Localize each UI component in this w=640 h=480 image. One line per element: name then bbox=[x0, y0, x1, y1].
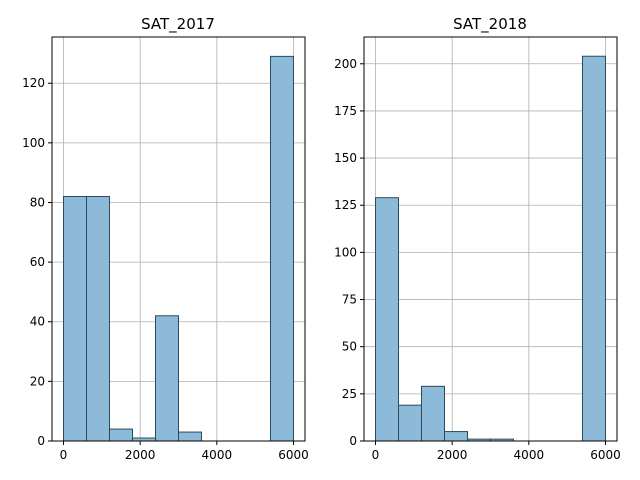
bar-bin-1 bbox=[398, 404, 422, 442]
bar-bin-9 bbox=[270, 55, 294, 442]
y-tick-label: 100 bbox=[334, 245, 357, 259]
y-tick-label: 40 bbox=[30, 315, 45, 329]
x-tick-label: 2000 bbox=[125, 448, 156, 462]
axes-frame bbox=[51, 36, 306, 442]
axes-frame bbox=[363, 36, 618, 442]
y-tick-label: 25 bbox=[342, 387, 357, 401]
y-tick-label: 20 bbox=[30, 374, 45, 388]
chart-title-sat-2017: SAT_2017 bbox=[141, 15, 215, 34]
bar-bin-2 bbox=[421, 385, 445, 442]
axis-ticks: 0 2000 4000 6000 0 25 50 75 100 125 150 175 200 bbox=[334, 57, 621, 462]
histogram-sat-2018: SAT_2018 0 2000 4000 6000 0 25 50 75 100 125 150 17… bbox=[334, 15, 621, 462]
chart-title-sat-2018: SAT_2018 bbox=[453, 15, 527, 34]
bar-bin-5 bbox=[178, 431, 202, 442]
y-tick-label: 175 bbox=[334, 104, 357, 118]
histogram-bars bbox=[375, 55, 606, 442]
x-tick-label: 6000 bbox=[278, 448, 309, 462]
y-tick-label: 0 bbox=[349, 434, 357, 448]
x-tick-label: 0 bbox=[60, 448, 68, 462]
y-tick-label: 80 bbox=[30, 195, 45, 209]
y-tick-label: 75 bbox=[342, 293, 357, 307]
grid-lines bbox=[364, 37, 617, 442]
x-tick-label: 4000 bbox=[202, 448, 233, 462]
y-tick-label: 60 bbox=[30, 255, 45, 269]
y-tick-label: 0 bbox=[37, 434, 45, 448]
histogram-sat-2017: SAT_2017 0 2000 4000 6000 0 20 40 60 80 100 120 bbox=[22, 15, 309, 462]
y-tick-label: 125 bbox=[334, 198, 357, 212]
y-tick-label: 150 bbox=[334, 151, 357, 165]
bar-bin-1 bbox=[86, 196, 110, 442]
x-tick-label: 2000 bbox=[437, 448, 468, 462]
y-tick-label: 120 bbox=[22, 76, 45, 90]
y-tick-label: 200 bbox=[334, 57, 357, 71]
bar-bin-2 bbox=[109, 428, 133, 442]
bar-bin-9 bbox=[582, 55, 606, 442]
bar-bin-3 bbox=[444, 431, 468, 442]
x-tick-label: 4000 bbox=[514, 448, 545, 462]
x-tick-label: 0 bbox=[372, 448, 380, 462]
bar-bin-0 bbox=[375, 197, 399, 442]
histogram-bars bbox=[63, 55, 294, 442]
bar-bin-4 bbox=[155, 315, 179, 442]
bar-bin-0 bbox=[63, 196, 87, 442]
y-tick-label: 100 bbox=[22, 136, 45, 150]
axis-ticks: 0 2000 4000 6000 0 20 40 60 80 100 120 bbox=[22, 76, 309, 462]
x-tick-label: 6000 bbox=[590, 448, 621, 462]
y-tick-label: 50 bbox=[342, 340, 357, 354]
